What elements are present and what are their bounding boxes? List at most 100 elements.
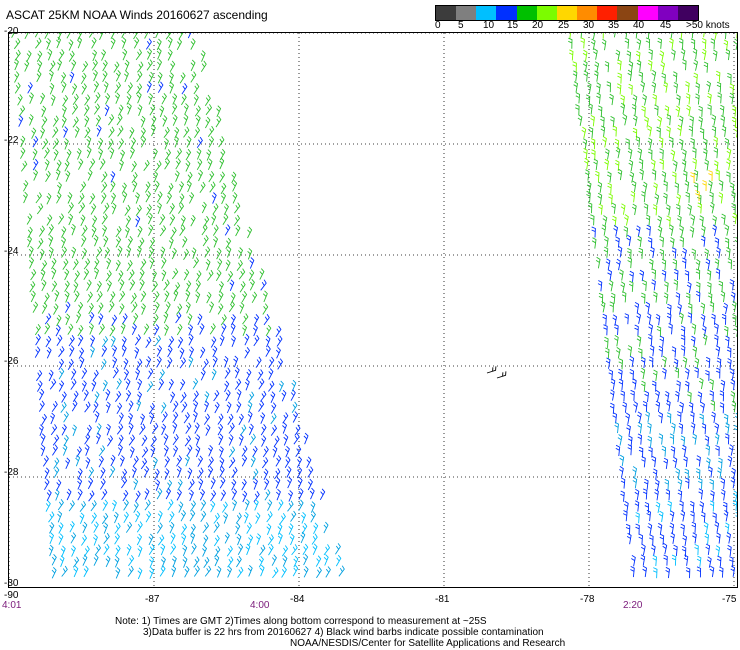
wind-barb <box>66 33 71 39</box>
wind-barb <box>72 258 79 270</box>
wind-barb <box>671 554 677 566</box>
wind-barb <box>207 269 214 281</box>
wind-barb <box>197 467 204 479</box>
wind-barb <box>645 214 651 226</box>
wind-barb <box>620 94 625 106</box>
wind-barb <box>588 103 593 115</box>
wind-barb <box>14 82 21 94</box>
wind-barb <box>195 291 201 303</box>
wind-barb <box>617 72 622 84</box>
wind-barb <box>716 367 721 379</box>
wind-barb <box>178 33 184 40</box>
wind-barb <box>617 168 623 181</box>
wind-barb <box>102 499 109 511</box>
wind-barb <box>204 565 212 577</box>
wind-barb <box>81 224 88 237</box>
wind-barb <box>201 201 207 214</box>
wind-barb <box>207 125 215 137</box>
wind-barb <box>117 245 123 258</box>
wind-barb <box>198 169 204 182</box>
wind-barb <box>148 224 154 236</box>
wind-barb <box>707 180 713 192</box>
wind-barb <box>212 203 219 215</box>
wind-barb <box>682 356 688 369</box>
wind-barb <box>205 116 211 129</box>
wind-barb <box>163 279 170 291</box>
wind-barb <box>648 48 653 60</box>
wind-barb <box>695 290 701 303</box>
wind-barb <box>724 422 730 434</box>
wind-barb <box>183 269 190 281</box>
wind-barb <box>659 158 664 170</box>
wind-barb <box>242 324 248 336</box>
wind-barb <box>155 160 162 172</box>
wind-barb <box>112 345 118 357</box>
wind-barb <box>49 378 57 390</box>
wind-barb <box>73 565 79 578</box>
color-legend <box>435 5 699 21</box>
wind-barb <box>315 555 322 567</box>
legend-label: 20 <box>532 20 544 31</box>
wind-map-plot[interactable] <box>8 32 738 588</box>
wind-barb <box>239 281 246 293</box>
wind-barb <box>335 554 342 567</box>
wind-barb <box>265 345 271 357</box>
wind-barb <box>139 269 145 281</box>
wind-barb <box>681 545 687 558</box>
wind-barb <box>626 532 632 545</box>
legend-label: 5 <box>458 20 464 31</box>
wind-barb <box>134 346 140 359</box>
wind-barb <box>178 501 184 513</box>
wind-barb <box>638 71 643 83</box>
wind-barb <box>572 61 577 73</box>
wind-barb <box>149 104 156 116</box>
wind-barb <box>658 510 664 523</box>
wind-barb <box>634 500 640 512</box>
wind-barb <box>176 323 183 336</box>
wind-barb <box>121 182 127 194</box>
legend-swatch <box>637 6 658 20</box>
wind-barb <box>704 532 709 545</box>
wind-barb <box>201 224 208 236</box>
wind-barb <box>173 445 179 457</box>
wind-barb <box>629 171 635 183</box>
wind-barb <box>613 33 616 38</box>
wind-barb <box>690 38 696 50</box>
wind-barb <box>183 113 189 126</box>
wind-barb <box>248 269 255 281</box>
wind-barb <box>594 61 600 73</box>
wind-barb <box>175 312 182 324</box>
wind-barb <box>631 203 637 216</box>
wind-barb <box>181 83 188 95</box>
wind-barb <box>664 478 669 491</box>
wind-barb <box>130 292 137 304</box>
wind-barb <box>119 303 125 315</box>
wind-barb <box>255 512 261 524</box>
wind-barb <box>622 113 628 126</box>
wind-barb <box>137 104 143 116</box>
wind-barb <box>207 456 214 468</box>
wind-barb <box>607 182 612 194</box>
wind-barb <box>669 136 674 148</box>
wind-barb <box>631 180 637 192</box>
wind-barb <box>622 401 627 413</box>
wind-barb <box>86 279 92 291</box>
wind-barb <box>641 105 646 117</box>
wind-barb <box>716 81 722 93</box>
wind-barb <box>110 37 116 50</box>
wind-barb <box>214 401 220 414</box>
wind-barb <box>165 33 172 40</box>
wind-barb <box>669 510 675 522</box>
wind-barb <box>202 235 209 247</box>
wind-barb <box>229 279 235 291</box>
wind-barb <box>265 335 271 348</box>
wind-barb <box>188 356 194 368</box>
wind-barb <box>28 92 34 104</box>
wind-barb <box>28 114 34 126</box>
wind-barb <box>700 401 705 414</box>
wind-barb <box>108 126 115 138</box>
time-label-mid: 4:00 <box>250 600 270 611</box>
wind-barb <box>81 534 88 546</box>
wind-barb <box>77 36 83 49</box>
wind-barb <box>156 191 163 203</box>
